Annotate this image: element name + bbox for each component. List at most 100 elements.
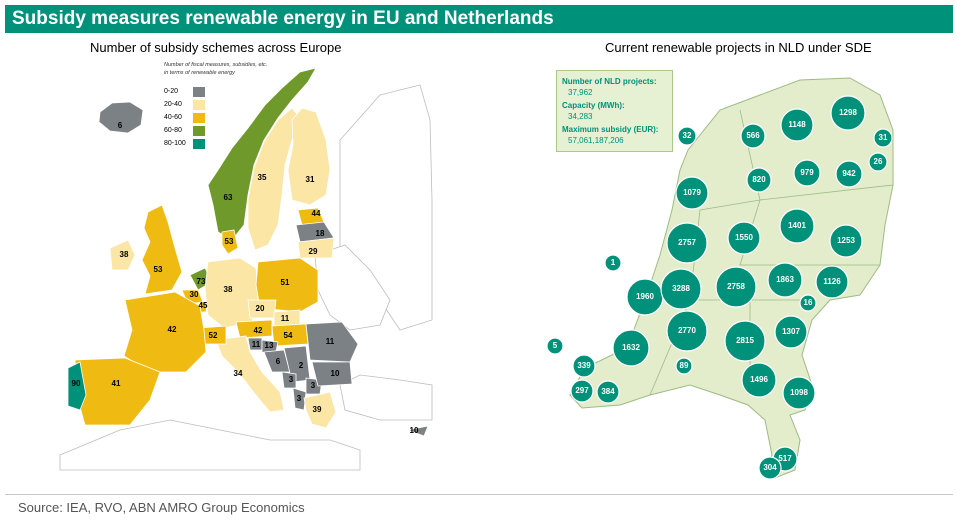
bubble: 566 bbox=[740, 123, 766, 149]
label-italy: 34 bbox=[234, 369, 243, 378]
poland-shape bbox=[255, 257, 319, 313]
label-ireland: 38 bbox=[120, 250, 129, 259]
bubble-label: 16 bbox=[804, 298, 813, 307]
label-croatia: 13 bbox=[265, 341, 274, 350]
bubble: 304 bbox=[758, 456, 782, 480]
ukraine-belarus-region bbox=[314, 244, 391, 331]
bubble-circle bbox=[675, 176, 709, 210]
ireland-shape bbox=[109, 239, 136, 271]
source-note: Source: IEA, RVO, ABN AMRO Group Economi… bbox=[18, 500, 305, 515]
label-czechia: 20 bbox=[256, 304, 265, 313]
bubble-label: 1253 bbox=[837, 236, 855, 245]
eu-value-labels: 6 63 35 31 44 18 29 53 38 53 73 30 45 38… bbox=[72, 121, 419, 435]
albania-shape bbox=[292, 387, 307, 411]
cyprus-shape bbox=[406, 425, 429, 437]
bubble: 820 bbox=[746, 167, 772, 193]
bubble: 26 bbox=[868, 152, 888, 172]
bubble-circle bbox=[612, 329, 650, 367]
bubble-label: 2757 bbox=[678, 238, 696, 247]
uk-shape bbox=[141, 204, 183, 295]
label-spain: 41 bbox=[112, 379, 121, 388]
label-austria: 42 bbox=[254, 326, 263, 335]
bubble-label: 2815 bbox=[736, 336, 754, 345]
legend-label-80-100: 80-100 bbox=[164, 140, 186, 147]
bubble-circle bbox=[546, 337, 564, 355]
label-montenegro: 3 bbox=[289, 375, 294, 384]
bubble-label: 339 bbox=[577, 361, 591, 370]
bubble-label: 1550 bbox=[735, 233, 753, 242]
bubble: 2815 bbox=[724, 320, 766, 362]
label-iceland: 6 bbox=[118, 121, 123, 130]
bubble-label: 979 bbox=[800, 168, 814, 177]
legend-note-line1: Number of fiscal measures, subsidies, et… bbox=[164, 62, 268, 68]
footer-divider bbox=[5, 494, 953, 495]
bubble: 1307 bbox=[774, 315, 808, 349]
eu-map-subtitle: Number of subsidy schemes across Europe bbox=[90, 40, 342, 55]
bubble-circle bbox=[779, 208, 815, 244]
subsidy-value: 57,061,187,206 bbox=[568, 136, 624, 145]
bubble-label: 384 bbox=[601, 387, 615, 396]
bubble: 1126 bbox=[815, 265, 849, 299]
legend-swatch-20-40 bbox=[193, 100, 205, 110]
bubble-label: 1148 bbox=[788, 120, 806, 129]
label-uk: 53 bbox=[154, 265, 163, 274]
legend-label-20-40: 20-40 bbox=[164, 101, 182, 108]
bubble-circle bbox=[829, 224, 863, 258]
bubble: 1863 bbox=[767, 262, 803, 298]
bubble-circle bbox=[660, 268, 702, 310]
legend-note: Number of fiscal measures, subsidies, et… bbox=[164, 61, 284, 77]
bubble-circle bbox=[666, 310, 708, 352]
bubble-circle bbox=[767, 262, 803, 298]
bubble-label: 304 bbox=[763, 463, 777, 472]
legend-label-0-20: 0-20 bbox=[164, 88, 179, 95]
bubble-circle bbox=[740, 123, 766, 149]
legend-swatch-0-20 bbox=[193, 87, 205, 97]
bubble-circle bbox=[746, 167, 772, 193]
bubble: 1496 bbox=[741, 362, 777, 398]
legend-label-60-80: 60-80 bbox=[164, 127, 182, 134]
greece-shape bbox=[303, 391, 337, 429]
bubble: 1550 bbox=[727, 221, 761, 255]
label-denmark: 53 bbox=[225, 237, 234, 246]
turkey-region bbox=[339, 374, 433, 421]
label-bulgaria: 10 bbox=[331, 369, 340, 378]
bubble-circle bbox=[868, 152, 888, 172]
bubble-label: 297 bbox=[575, 386, 589, 395]
bubble-label: 1079 bbox=[683, 188, 701, 197]
projects-value: 37,962 bbox=[568, 88, 593, 97]
bubble: 2770 bbox=[666, 310, 708, 352]
capacity-value: 34,283 bbox=[568, 112, 593, 121]
montenegro-shape bbox=[281, 371, 297, 389]
bubble-label: 1098 bbox=[790, 388, 808, 397]
bubble-circle bbox=[774, 315, 808, 349]
bubble: 1253 bbox=[829, 224, 863, 258]
bubble-circle bbox=[675, 357, 693, 375]
label-serbia: 2 bbox=[299, 361, 304, 370]
bubble-circle bbox=[604, 254, 622, 272]
romania-shape bbox=[305, 321, 359, 363]
bubble-circle bbox=[782, 376, 816, 410]
bubble-label: 89 bbox=[680, 361, 689, 370]
norway-shape bbox=[207, 67, 317, 241]
bubble-circle bbox=[780, 108, 814, 142]
bubble-label: 31 bbox=[879, 133, 888, 142]
label-slovakia: 11 bbox=[281, 314, 290, 323]
bubble-label: 1632 bbox=[622, 343, 640, 352]
nl-bubbles: 32 566 1148 1298 31 26 1079 820 979 942 … bbox=[546, 95, 893, 480]
italy-shape bbox=[215, 335, 285, 413]
label-sweden: 35 bbox=[258, 173, 267, 182]
bubble: 384 bbox=[596, 380, 620, 404]
page-title: Subsidy measures renewable energy in EU … bbox=[12, 8, 554, 29]
bubble: 31 bbox=[873, 128, 893, 148]
bubble-label: 5 bbox=[553, 341, 558, 350]
label-greece: 39 bbox=[313, 405, 322, 414]
label-norway: 63 bbox=[224, 193, 233, 202]
bubble-label: 820 bbox=[752, 175, 766, 184]
bubble: 1079 bbox=[675, 176, 709, 210]
bubble-label: 942 bbox=[842, 169, 856, 178]
bubble: 16 bbox=[799, 294, 817, 312]
finland-shape bbox=[287, 107, 331, 206]
lithuania-shape bbox=[297, 237, 335, 259]
bubble-label: 1960 bbox=[636, 292, 654, 301]
